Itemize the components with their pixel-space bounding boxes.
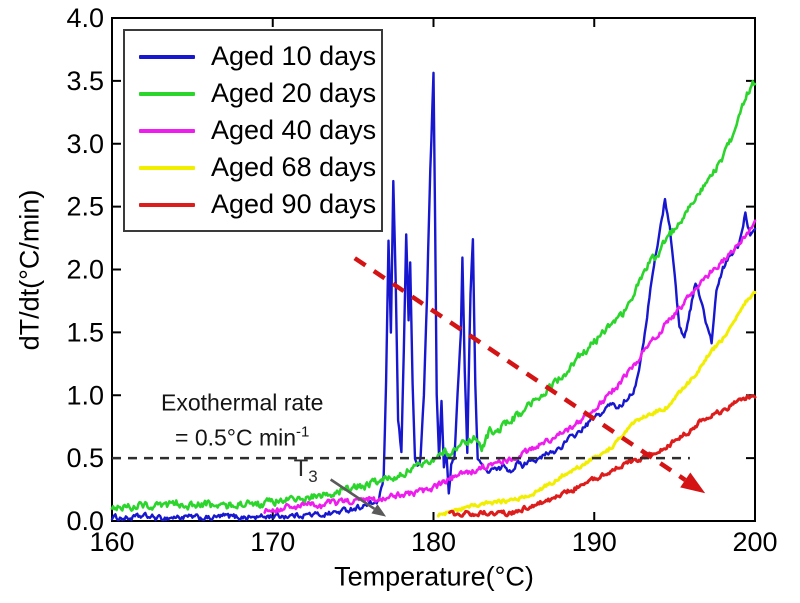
legend-line-sample [139, 128, 195, 133]
legend-label: Aged 20 days [211, 78, 377, 108]
exothermal-annotation-line2: = 0.5°C min-1 [174, 424, 310, 451]
t3-label: T3 [293, 454, 318, 486]
legend-label: Aged 40 days [211, 115, 377, 145]
legend-item-aged-20-days: Aged 20 days [139, 75, 381, 112]
series-aged-40-days [263, 219, 757, 514]
series-aged-90-days [448, 394, 757, 518]
x-tick-label: 160 [89, 527, 134, 557]
legend-item-aged-68-days: Aged 68 days [139, 149, 381, 186]
x-axis-label: Temperature(°C) [334, 561, 534, 592]
legend-line-sample [139, 165, 195, 170]
legend-line-sample [139, 202, 195, 207]
exothermal-annotation-line1: Exothermal rate [161, 390, 324, 417]
exothermal-annotation: Exothermal rate = 0.5°C min-1 [161, 388, 323, 453]
t3-arrow-head [371, 504, 387, 517]
legend-line-sample [139, 54, 195, 59]
y-axis-label: dT/dt(°C/min) [14, 189, 45, 351]
legend-label: Aged 68 days [211, 152, 377, 182]
y-tick-label: 3.0 [66, 129, 104, 159]
y-tick-label: 2.5 [66, 192, 104, 222]
series-aged-20-days [110, 80, 757, 512]
red-trend-arrow-line [353, 256, 687, 482]
x-tick-label: 190 [572, 527, 617, 557]
y-tick-label: 1.0 [66, 380, 104, 410]
x-tick-label: 200 [732, 527, 777, 557]
legend-line-sample [139, 91, 195, 96]
y-tick-label: 0.0 [66, 506, 104, 536]
legend-label: Aged 10 days [211, 41, 377, 71]
y-tick-label: 0.5 [66, 443, 104, 473]
series-aged-10-days [110, 71, 757, 522]
y-tick-label: 4.0 [66, 3, 104, 33]
t3-arrow-line [329, 478, 376, 510]
y-tick-label: 3.5 [66, 66, 104, 96]
red-trend-arrow-head [680, 472, 706, 494]
legend-item-aged-10-days: Aged 10 days [139, 38, 381, 75]
legend-item-aged-40-days: Aged 40 days [139, 112, 381, 149]
y-tick-label: 2.0 [66, 255, 104, 285]
y-tick-label: 1.5 [66, 317, 104, 347]
legend: Aged 10 days Aged 20 days Aged 40 days Aged… [123, 29, 383, 232]
x-tick-label: 170 [250, 527, 295, 557]
legend-label: Aged 90 days [211, 189, 377, 219]
x-tick-label: 180 [411, 527, 456, 557]
legend-item-aged-90-days: Aged 90 days [139, 186, 381, 223]
